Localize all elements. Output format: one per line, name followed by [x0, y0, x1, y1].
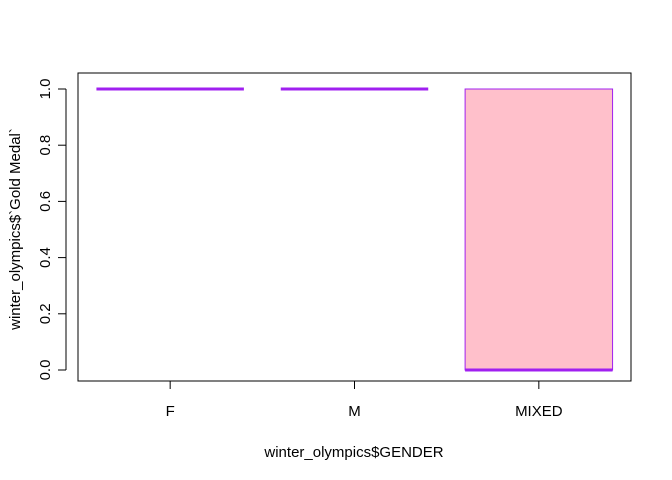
y-tick-label: 0.2 — [37, 303, 54, 324]
y-tick-label: 0.8 — [37, 135, 54, 156]
y-tick-label: 1.0 — [37, 79, 54, 100]
y-axis: 0.0 0.2 0.4 0.6 0.8 1.0 — [37, 79, 67, 381]
y-tick-label: 0.4 — [37, 247, 54, 268]
x-tick-label: MIXED — [515, 403, 563, 420]
boxes — [96, 87, 614, 372]
x-tick-label: M — [348, 403, 361, 420]
y-tick-label: 0.6 — [37, 191, 54, 212]
box-mixed — [464, 88, 614, 372]
x-tick-label: F — [166, 403, 175, 420]
y-tick-label: 0.0 — [37, 360, 54, 381]
x-axis-label: winter_olympics$GENDER — [263, 444, 443, 461]
y-axis-label: winter_olympics$`Gold Medal` — [7, 128, 24, 331]
box-rect — [464, 88, 614, 371]
x-axis: F M MIXED — [166, 380, 563, 420]
